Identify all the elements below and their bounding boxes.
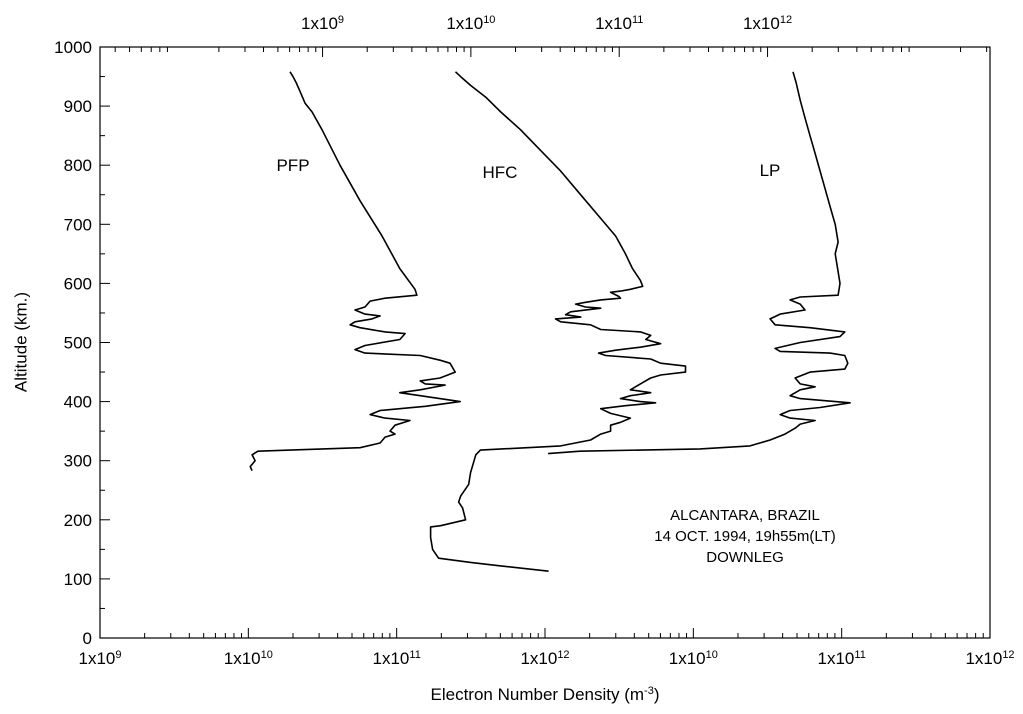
x-tick-label: 1x1012 [520,649,569,668]
x-tick-label-base: 1x10 [669,649,706,668]
x-tick-label: 1x109 [301,14,344,33]
x-tick-label: 1x1010 [224,649,273,668]
x-axis-label-exponent: -3 [644,685,654,697]
annotation: 14 OCT. 1994, 19h55m(LT) [654,528,835,545]
x-tick-label-exponent: 9 [338,14,344,26]
curve-label: HFC [483,163,518,182]
x-tick-label: 1x1011 [818,649,866,668]
x-tick-label-exponent: 11 [632,14,643,26]
y-axis-label: Altitude (km.) [11,292,30,392]
y-tick-label: 800 [64,156,92,175]
x-tick-label-base: 1x10 [224,649,261,668]
x-tick-label: 1x1010 [446,14,495,33]
x-tick-label-exponent: 10 [706,649,718,661]
x-tick-label-base: 1x10 [743,14,780,33]
x-tick-label: 1x1012 [965,649,1014,668]
curve-label: LP [760,161,781,180]
y-tick-label: 0 [83,629,92,648]
y-tick-label: 300 [64,452,92,471]
x-tick-label: 1x1012 [743,14,792,33]
x-axis-label-text: ) [654,685,660,704]
x-tick-label-base: 1x10 [520,649,557,668]
x-tick-label: 1x1011 [373,649,421,668]
plot-frame [99,46,991,639]
x-tick-label-exponent: 12 [1002,649,1014,661]
x-tick-label: 1x1010 [669,649,718,668]
x-tick-label-base: 1x10 [965,649,1002,668]
y-tick-label: 200 [64,511,92,530]
x-tick-label-exponent: 11 [409,649,420,661]
x-tick-label-exponent: 9 [115,649,121,661]
y-tick-label: 1000 [54,38,92,57]
annotation: DOWNLEG [706,549,784,566]
x-tick-label-exponent: 10 [261,649,273,661]
data-line [429,71,687,572]
x-tick-label: 1x1011 [595,14,643,33]
x-tick-label-base: 1x10 [595,14,632,33]
x-tick-label-base: 1x10 [446,14,483,33]
x-tick-label: 1x109 [79,649,122,668]
x-axis-label-text: Electron Number Density (m [431,685,645,704]
data-line [548,71,851,455]
x-tick-label-exponent: 11 [854,649,865,661]
x-tick-label-base: 1x10 [818,649,855,668]
x-tick-label-base: 1x10 [373,649,410,668]
x-tick-label-base: 1x10 [301,14,338,33]
x-tick-label-base: 1x10 [79,649,116,668]
x-tick-label-exponent: 12 [557,649,569,661]
x-tick-label-exponent: 12 [780,14,792,26]
curve-label: PFP [276,156,309,175]
y-tick-label: 600 [64,274,92,293]
y-tick-label: 500 [64,334,92,353]
y-tick-label: 900 [64,97,92,116]
y-tick-label: 400 [64,393,92,412]
y-tick-label: 100 [64,570,92,589]
annotation: ALCANTARA, BRAZIL [670,507,820,524]
y-tick-label: 700 [64,215,92,234]
x-tick-label-exponent: 10 [483,14,495,26]
data-line [249,71,461,472]
x-axis-label: Electron Number Density (m-3) [431,685,660,704]
